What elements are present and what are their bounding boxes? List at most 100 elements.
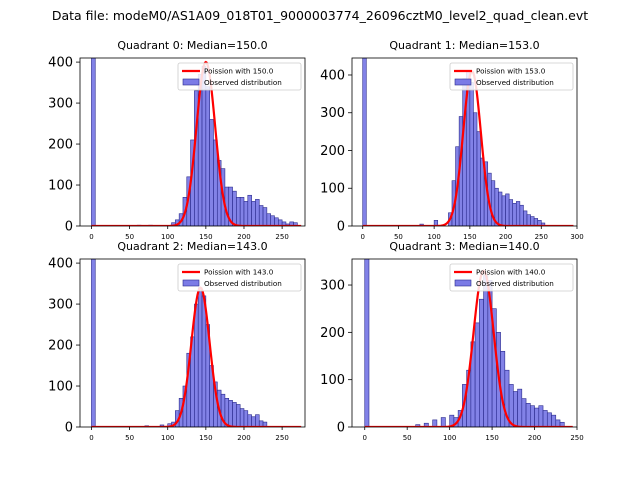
histogram-bar [530,216,535,226]
legend-bar-label: Observed distribution [204,78,282,87]
x-tick-label: 0 [360,233,364,241]
x-tick-label: 250 [570,434,583,442]
histogram-bar [239,197,245,226]
x-tick-label: 150 [463,233,476,241]
subplot-quadrant-2: Quadrant 2: Median=143.0 0 100 200 300 400 0 50… [48,240,306,442]
histogram-bar [525,403,531,427]
plot-area [364,259,573,427]
histogram-bar [534,407,540,427]
legend-bar-label: Observed distribution [476,279,554,288]
y-tick-label: 300 [48,298,73,313]
x-tick-label: 150 [199,233,212,241]
histogram-bar [551,414,557,427]
histogram-bar [197,287,203,427]
histogram-bar [517,388,523,427]
histogram-bar [519,204,524,226]
histogram-bar [521,398,527,427]
histogram-bar [91,259,96,427]
histogram-bar [239,408,245,427]
x-tick-label: 150 [199,434,212,442]
histogram-bar [251,201,256,226]
x-tick-label: 150 [485,434,498,442]
histogram-bar [469,82,474,226]
x-tick-label: 50 [394,233,403,241]
histogram-bar [243,201,249,226]
histogram-bar [479,298,484,427]
subplot-quadrant-1: Quadrant 1: Median=153.0 0 100 200 300 400 0 50… [320,39,584,241]
legend-curve-label: Poission with 150.0 [204,67,274,76]
histogram-bar [258,205,264,226]
histogram-bar [255,414,260,427]
subplot-title: Quadrant 3: Median=140.0 [389,240,539,253]
legend-bar-swatch [182,78,200,86]
histogram-bar [508,199,514,226]
histogram-bar [483,275,489,427]
y-tick-label: 300 [320,106,345,121]
histogram-bar [247,194,252,226]
histogram-bar [205,86,210,226]
histogram-bar [293,222,298,226]
legend-bar-label: Observed distribution [476,78,554,87]
legend-box [177,263,302,292]
histogram-bar [232,402,237,427]
x-tick-label: 50 [403,434,412,442]
histogram-bar [542,410,548,427]
y-tick-label: 400 [320,68,345,83]
x-tick-label: 100 [443,434,456,442]
histogram-bar [232,190,237,226]
legend: Poission with 150.0 Observed distribution [177,62,302,91]
x-tick-label: 100 [161,233,174,241]
legend-box [449,62,574,91]
histogram-bar [546,412,552,427]
histogram-bar [243,410,249,427]
histogram-bar [236,197,241,226]
x-tick-label: 200 [528,434,541,442]
plot-area [91,58,302,226]
histogram-bar [498,191,503,226]
histogram-bar [513,391,518,427]
histogram-bar [266,213,271,226]
histogram-bar [364,259,370,427]
y-tick-label: 100 [48,179,73,194]
subplot-title: Quadrant 2: Median=143.0 [117,240,267,253]
subplot-quadrant-3: Quadrant 3: Median=140.0 0 100 200 300 0 50 100… [320,240,584,442]
axes-frame [79,57,306,227]
y-tick-label: 200 [320,144,345,159]
histogram-bar [255,199,260,226]
x-tick-label: 0 [363,434,367,442]
histogram-bar [523,210,528,226]
histogram-bar [270,215,275,226]
histogram-bar [236,404,241,427]
y-tick-label: 100 [320,182,345,197]
histogram-bar [194,303,199,427]
legend: Poission with 143.0 Observed distribution [177,263,302,292]
y-tick-label: 0 [337,421,345,436]
histogram-bar [91,58,96,226]
x-tick-label: 100 [427,233,440,241]
x-tick-label: 250 [535,233,548,241]
histogram-bar [559,421,565,427]
x-tick-label: 100 [161,434,174,442]
y-tick-label: 200 [320,326,345,341]
legend-box [177,62,302,91]
y-tick-label: 300 [48,97,73,112]
y-tick-label: 100 [48,380,73,395]
y-tick-label: 0 [337,220,345,235]
y-tick-label: 100 [320,373,345,388]
plot-area [91,259,302,427]
x-tick-label: 50 [125,434,134,442]
poisson-curve [91,286,302,427]
subplot-title: Quadrant 0: Median=150.0 [117,39,267,52]
x-tick-label: 200 [237,233,250,241]
histogram-bar [209,119,214,226]
histogram-bar [474,322,480,427]
histogram-bar [476,131,481,226]
x-tick-label: 200 [499,233,512,241]
x-tick-label: 250 [275,434,288,442]
y-tick-label: 0 [65,421,73,436]
histogram-bar [440,417,446,427]
x-tick-label: 200 [237,434,250,442]
legend-curve-label: Poission with 153.0 [476,67,546,76]
legend-bar-swatch [454,279,472,287]
histogram-bar [274,217,279,226]
